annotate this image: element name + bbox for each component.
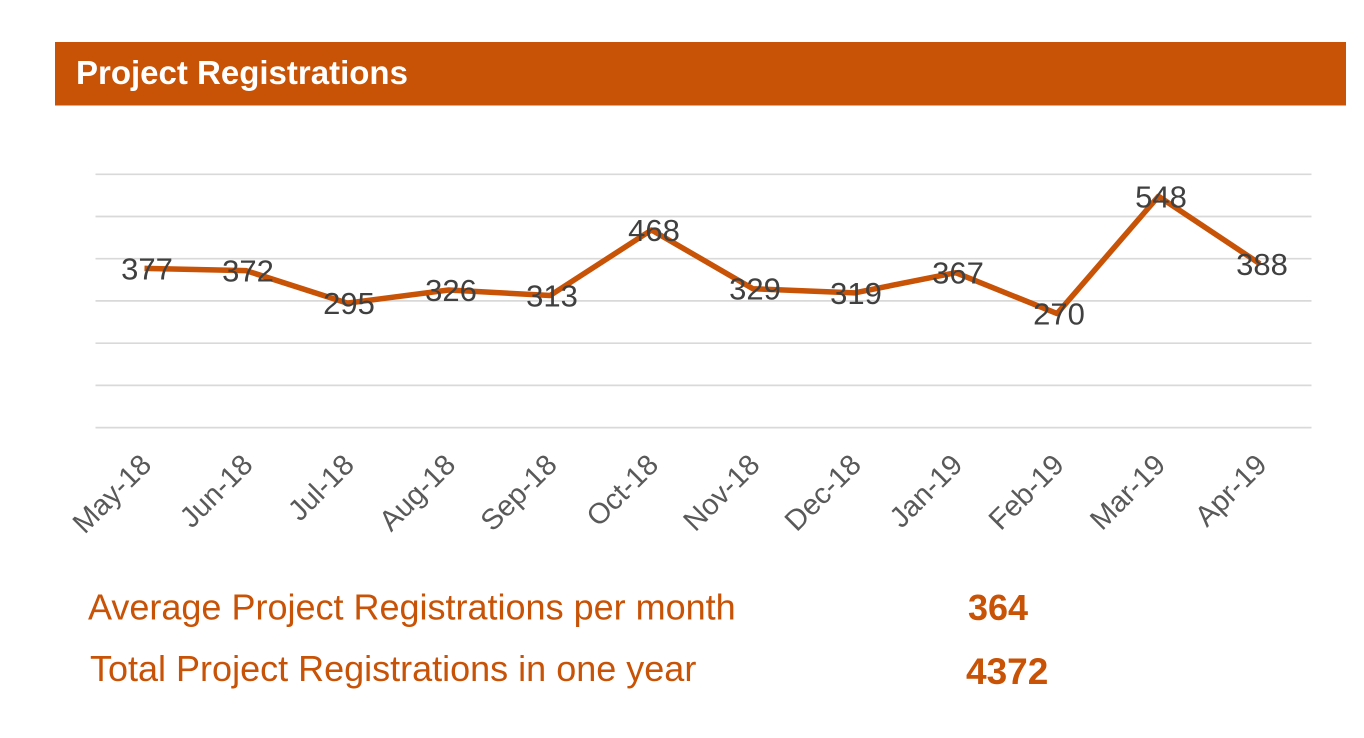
- svg-text:468: 468: [628, 213, 680, 248]
- svg-text:Total Project Registrations in: Total Project Registrations in one year: [90, 648, 696, 689]
- svg-text:364: 364: [968, 587, 1028, 628]
- svg-text:372: 372: [222, 254, 274, 289]
- svg-text:367: 367: [932, 256, 984, 291]
- svg-text:295: 295: [323, 286, 375, 321]
- svg-text:4372: 4372: [966, 651, 1048, 692]
- svg-text:270: 270: [1033, 297, 1085, 332]
- svg-text:Average Project Registrations: Average Project Registrations per month: [88, 587, 736, 628]
- svg-text:326: 326: [425, 273, 477, 308]
- svg-text:329: 329: [729, 272, 781, 307]
- svg-text:377: 377: [121, 251, 173, 286]
- svg-text:313: 313: [526, 279, 578, 314]
- svg-text:319: 319: [830, 276, 882, 311]
- svg-text:Project Registrations: Project Registrations: [76, 54, 408, 91]
- svg-text:388: 388: [1236, 247, 1288, 282]
- svg-text:548: 548: [1135, 179, 1187, 214]
